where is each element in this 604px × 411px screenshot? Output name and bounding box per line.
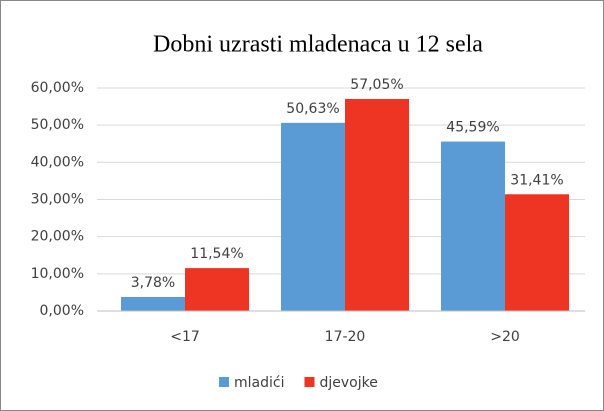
x-tick-label: >20: [490, 329, 520, 345]
x-tick-label: 17-20: [325, 329, 366, 345]
x-tick-label: <17: [170, 329, 200, 345]
y-tick-label: 40,00%: [31, 154, 84, 170]
legend-swatch: [219, 377, 229, 387]
value-label: 45,59%: [446, 120, 499, 136]
value-label: 3,78%: [131, 275, 175, 291]
y-tick-label: 20,00%: [31, 229, 84, 245]
bar: [345, 98, 409, 311]
bar: [121, 296, 185, 311]
y-tick-label: 30,00%: [31, 192, 84, 208]
legend-label: mladići: [234, 375, 284, 391]
legend-swatch: [304, 377, 315, 387]
y-tick-label: 0,00%: [40, 303, 84, 319]
value-label: 11,54%: [190, 246, 243, 262]
value-label: 31,41%: [510, 172, 563, 188]
bar: [505, 194, 569, 311]
bar: [185, 268, 249, 311]
value-label: 50,63%: [286, 101, 339, 117]
value-label: 57,05%: [350, 77, 403, 93]
y-tick-label: 60,00%: [31, 80, 84, 96]
y-tick-label: 50,00%: [31, 117, 84, 133]
legend-label: djevojke: [319, 375, 377, 391]
y-tick-label: 10,00%: [31, 266, 84, 282]
chart-title: Dobni uzrasti mladenaca u 12 sela: [153, 32, 483, 58]
bar: [281, 122, 345, 311]
bar: [441, 141, 505, 311]
